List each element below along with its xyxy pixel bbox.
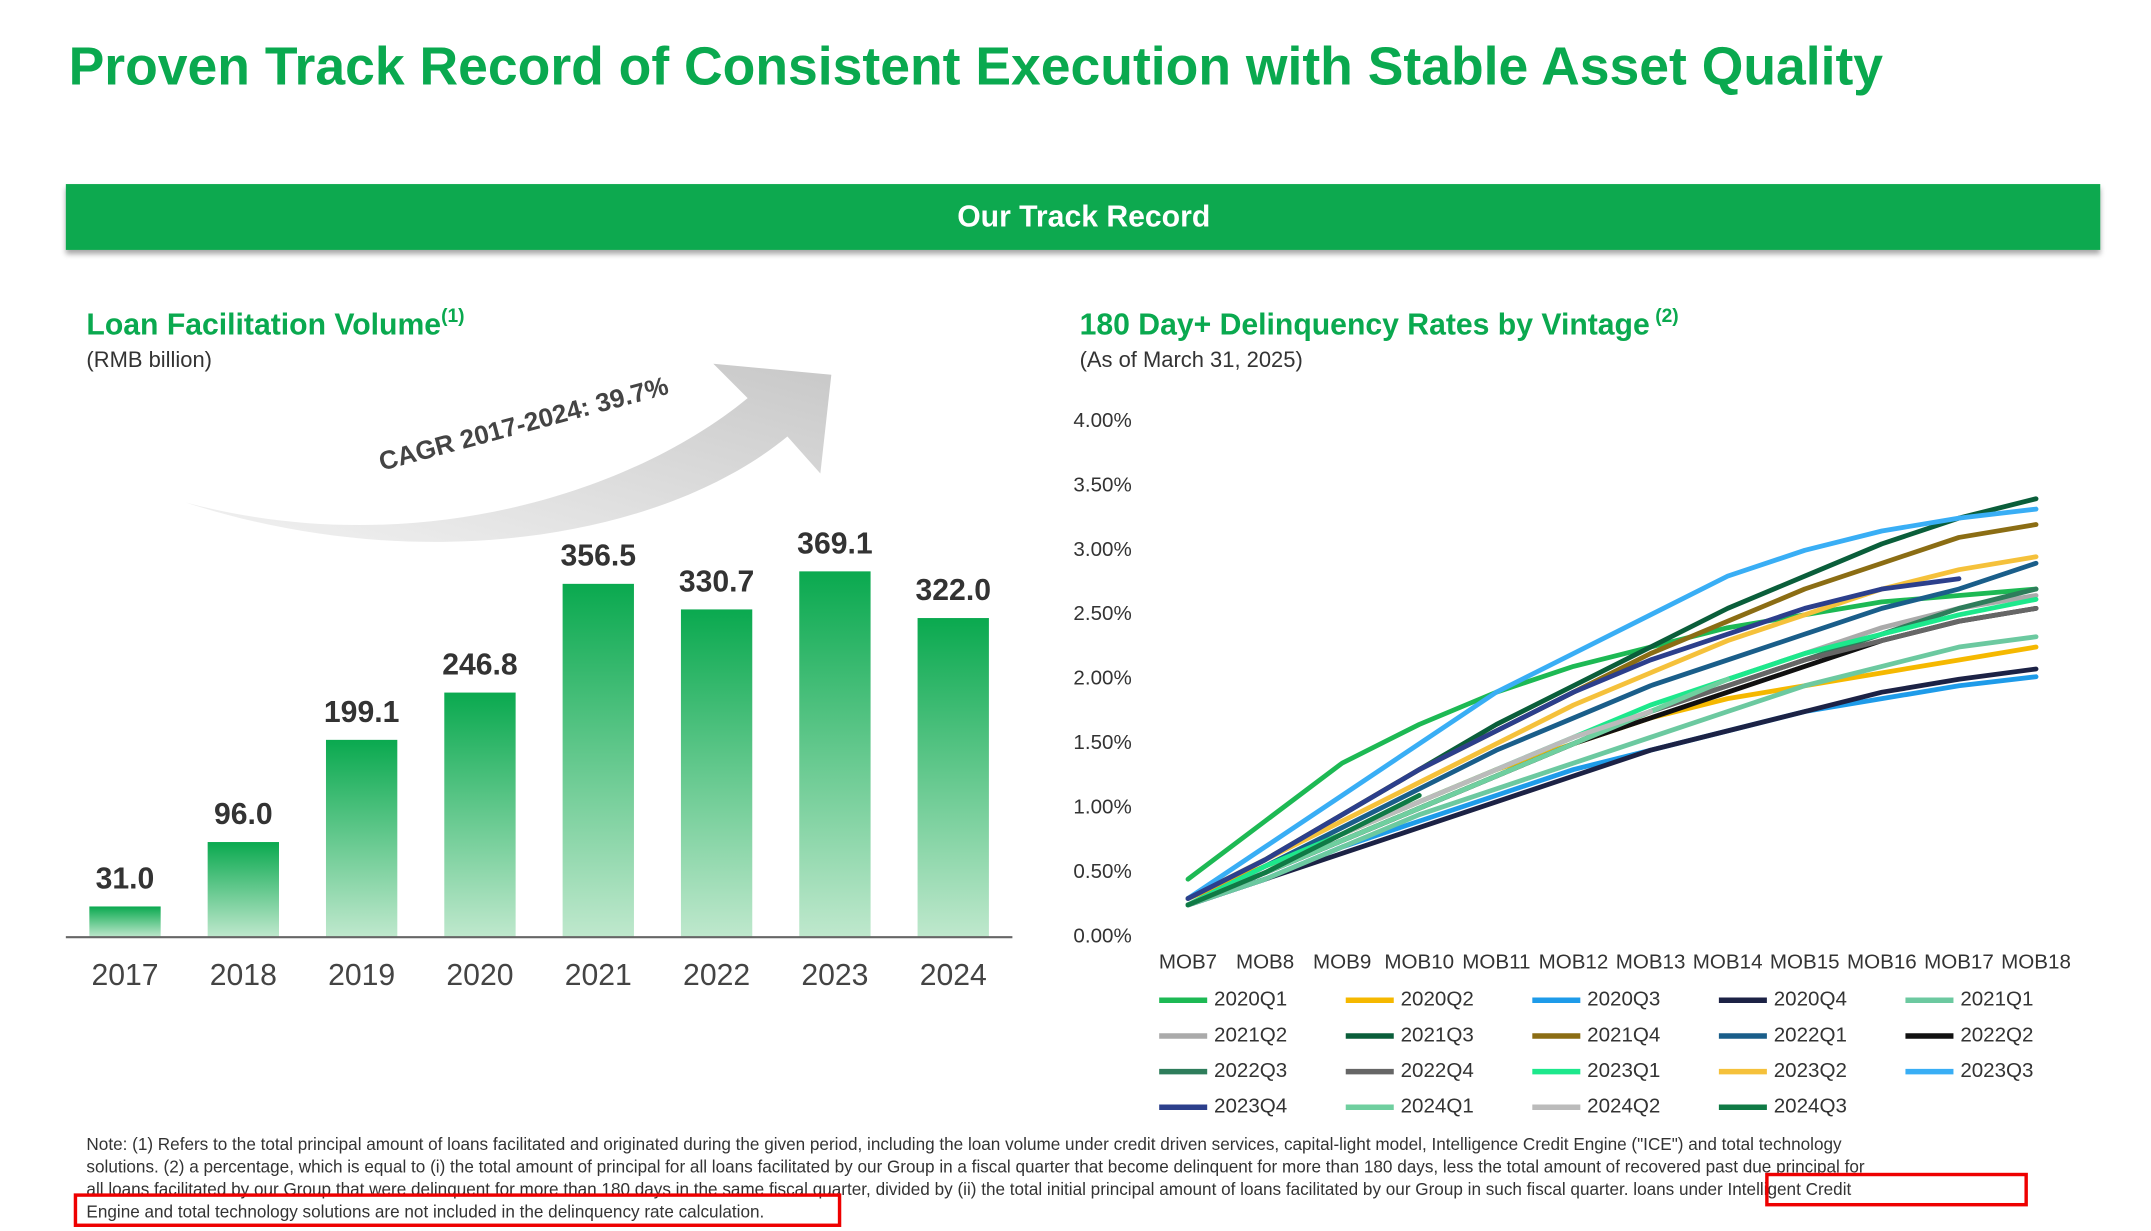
x-tick-label: 2022	[683, 959, 750, 992]
legend-label: 2020Q4	[1774, 988, 1847, 1011]
x-tick-label: MOB10	[1384, 951, 1454, 974]
y-tick-label: 4.00%	[1073, 409, 1131, 432]
chart-subtitle: (RMB billion)	[86, 347, 212, 372]
x-tick-label: 2023	[801, 959, 868, 992]
highlight-box	[73, 1193, 842, 1227]
y-tick-label: 1.50%	[1073, 731, 1131, 754]
banner-title: Our Track Record	[957, 200, 1210, 233]
legend-label: 2023Q2	[1774, 1059, 1847, 1082]
note-line: solutions. (2) a percentage, which is eq…	[86, 1157, 1864, 1177]
cagr-annotation: CAGR 2017-2024: 39.7%	[376, 370, 672, 476]
series-line	[1185, 576, 1962, 901]
chart-title-text: 180 Day+ Delinquency Rates by Vintage	[1080, 309, 1650, 342]
x-tick-label: MOB13	[1616, 951, 1686, 974]
value-label: 199.1	[324, 696, 399, 729]
legend-label: 2024Q3	[1774, 1095, 1847, 1118]
y-tick-label: 0.50%	[1073, 860, 1131, 883]
x-tick-label: 2017	[91, 959, 158, 992]
note-line: Note: (1) Refers to the total principal …	[86, 1134, 1842, 1154]
legend-label: 2021Q4	[1587, 1023, 1660, 1046]
x-tick-label: MOB16	[1847, 951, 1917, 974]
legend-label: 2022Q2	[1960, 1023, 2033, 1046]
page-title: Proven Track Record of Consistent Execut…	[69, 37, 1884, 96]
x-tick-label: 2018	[210, 959, 277, 992]
x-tick-label: MOB11	[1462, 951, 1530, 974]
x-tick-label: MOB8	[1236, 951, 1294, 974]
legend-label: 2024Q1	[1401, 1095, 1474, 1118]
growth-arrow	[185, 363, 832, 542]
value-label: 31.0	[96, 862, 155, 895]
x-tick-label: MOB15	[1770, 951, 1840, 974]
notes: Note: (1) Refers to the total principal …	[86, 1134, 1864, 1221]
value-label: 356.5	[561, 540, 636, 573]
banner	[65, 184, 2101, 250]
chart-subtitle: (As of March 31, 2025)	[1080, 347, 1303, 372]
x-tick-label: MOB17	[1924, 951, 1994, 974]
x-tick-label: 2024	[920, 959, 987, 992]
legend-label: 2022Q3	[1214, 1059, 1287, 1082]
value-label: 96.0	[214, 798, 273, 831]
series-line	[1185, 634, 2039, 908]
value-label: 330.7	[679, 565, 754, 598]
x-tick-label: MOB9	[1313, 951, 1371, 974]
legend-label: 2020Q1	[1214, 988, 1287, 1011]
legend-label: 2023Q4	[1214, 1095, 1287, 1118]
x-tick-label: MOB18	[2001, 951, 2071, 974]
y-tick-label: 3.00%	[1073, 538, 1131, 561]
legend-label: 2021Q2	[1214, 1023, 1287, 1046]
x-tick-label: 2019	[328, 959, 395, 992]
y-tick-label: 1.00%	[1073, 796, 1131, 819]
legend-label: 2023Q1	[1587, 1059, 1660, 1082]
x-tick-label: 2020	[446, 959, 513, 992]
y-tick-label: 2.00%	[1073, 667, 1131, 690]
legend-label: 2023Q3	[1960, 1059, 2033, 1082]
series-line	[1185, 674, 2039, 908]
legend-label: 2020Q2	[1401, 988, 1474, 1011]
series-line	[1185, 666, 2039, 908]
x-tick-label: MOB14	[1693, 951, 1763, 974]
legend-label: 2024Q2	[1587, 1095, 1660, 1118]
value-label: 322.0	[916, 574, 991, 607]
bar	[917, 618, 989, 938]
legend-label: 2022Q1	[1774, 1023, 1847, 1046]
chart-title-note: (1)	[441, 306, 464, 327]
bar	[325, 739, 398, 938]
legend-label: 2021Q3	[1401, 1023, 1474, 1046]
series-line	[1185, 586, 2039, 882]
chart-title: Loan Facilitation Volume(1)	[86, 306, 464, 341]
value-label: 246.8	[442, 648, 517, 681]
x-tick-label: MOB7	[1159, 951, 1217, 974]
highlight-box	[1765, 1172, 2028, 1207]
bar	[799, 571, 871, 938]
x-tick-label: 2021	[565, 959, 632, 992]
note-line: Engine and total technology solutions ar…	[86, 1201, 764, 1221]
legend-label: 2021Q1	[1960, 988, 2033, 1011]
legend-label: 2020Q3	[1587, 988, 1660, 1011]
value-label: 369.1	[797, 527, 872, 560]
legend-label: 2022Q4	[1401, 1059, 1474, 1082]
chart-title: 180 Day+ Delinquency Rates by Vintage (2)	[1080, 306, 1679, 341]
x-tick-label: MOB12	[1539, 951, 1609, 974]
series-line	[1185, 506, 2039, 901]
y-tick-label: 3.50%	[1073, 473, 1131, 496]
series-line	[1185, 560, 2039, 908]
bar	[89, 906, 161, 938]
y-tick-label: 0.00%	[1073, 925, 1131, 948]
bar	[680, 609, 753, 938]
chart-title-text: Loan Facilitation Volume	[86, 309, 441, 342]
series-line	[1185, 792, 1422, 908]
bar	[444, 692, 516, 938]
bar	[562, 583, 634, 938]
bar	[207, 842, 279, 938]
y-tick-label: 2.50%	[1073, 602, 1131, 625]
chart-title-note: (2)	[1655, 306, 1678, 327]
